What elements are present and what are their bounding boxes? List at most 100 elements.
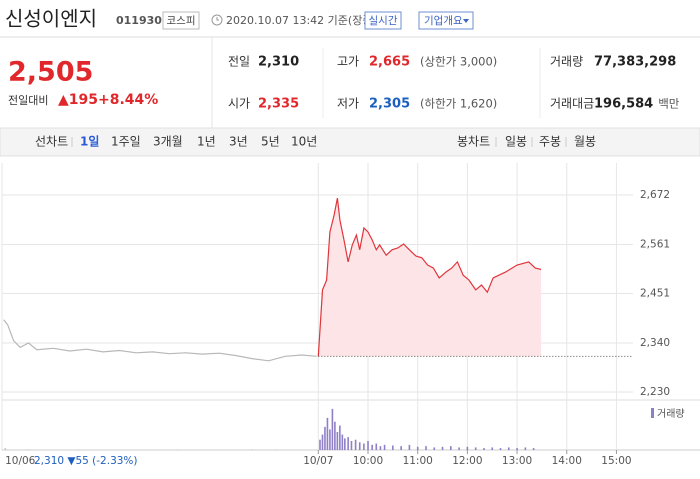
timestamp: 2020.10.07 13:42 기준(장중) [226,14,377,27]
stock-code: 011930 [116,14,162,27]
stat-note: (상한가 3,000) [420,55,497,69]
period-tab[interactable]: 1주일 [111,135,141,149]
volume-bar [339,425,341,450]
stat-note: (하한가 1,620) [420,97,497,111]
volume-bar [507,447,510,450]
period-tab[interactable]: 1일 [80,135,99,149]
period-tab[interactable]: 일봉 [505,135,527,149]
volume-bar [433,447,436,450]
tab-label: 선차트 [35,135,68,149]
volume-bar [347,437,349,450]
period-tab[interactable]: 10년 [291,135,317,149]
y-tick-label: 2,451 [640,288,670,300]
volume-bar [371,444,373,450]
period-tab[interactable]: 월봉 [574,135,596,149]
volume-bar [466,446,469,450]
realtime[interactable]: 실시간 [369,15,398,27]
period-tab[interactable]: 3개월 [153,135,183,149]
volume-bar [367,441,369,450]
volume-bar [425,446,427,450]
x-tick-label: 11:00 [403,455,433,467]
period-tab[interactable]: 주봉 [539,135,561,149]
volume-bar [499,448,502,450]
volume-bar [329,429,331,450]
stat-label: 시가 [228,97,250,111]
price-line [317,197,542,357]
y-tick-label: 2,561 [640,238,670,250]
volume-bar [350,441,353,450]
stat-value: 2,335 [258,97,299,112]
volume-bar [300,449,303,450]
change-label: 전일대비 [8,93,48,107]
volume-bar [524,447,527,450]
volume-bar [251,449,253,450]
price-line [3,319,317,362]
stat-value: 196,584 [594,97,653,112]
stat-value: 2,305 [369,97,410,112]
company[interactable]: 기업개요 [424,14,463,27]
change: ▲195 [58,92,98,108]
clock-icon [211,14,223,26]
volume-bar [532,448,535,450]
volume-bar [416,446,419,450]
stat-label: 저가 [337,97,359,111]
volume-bar [176,449,179,450]
market: 코스피 [167,15,196,27]
volume-bar [483,448,485,450]
volume-bar [324,426,326,450]
x-tick-label: 12:00 [452,455,482,467]
x-tick-label: 13:00 [502,455,532,467]
volume-bar [276,449,278,450]
volume-bar [354,439,357,450]
y-tick-label: 2,340 [640,337,670,349]
volume-bar [326,417,329,450]
price: 2,505 [8,57,93,88]
stat-label: 전일 [228,55,250,69]
y-tick-label: 2,672 [640,189,670,201]
volume-bar [400,446,402,450]
volume-bar [52,449,55,450]
volume-bar [375,443,378,450]
volume-bar [4,448,7,450]
company-button[interactable] [418,11,474,30]
volume-bar [458,447,460,450]
volume-bar [27,449,30,450]
volume-bar [450,446,452,450]
stat-value: 2,665 [369,55,410,70]
volume-bar [441,446,444,450]
period-tab[interactable]: 1년 [197,135,216,149]
stat-note: 백만 [658,97,680,111]
volume-bar [334,421,336,450]
volume-bar [331,408,334,450]
volume-bar [516,448,518,450]
chart: 2,230 2,340 2,451 2,561 2,672 10/06 10/07 10:00… [1,163,700,467]
legend-label: 거래량 [657,408,685,420]
volume-bar [77,449,79,450]
stat-label: 고가 [337,55,359,69]
stat-value: 2,310 [258,55,299,70]
tab-label: 봉차트 [457,135,490,149]
volume-bar [383,444,386,450]
volume-bar [491,447,494,450]
volume-bar [408,444,411,450]
volume-bar [341,434,344,450]
period-tab[interactable]: 3년 [229,135,248,149]
dropdown-arrow [463,19,469,23]
volume-bar [336,432,339,450]
x-tick-label: 10/07 [303,455,333,467]
x-tick-label: 10:00 [353,455,383,467]
stat-label: 거래량 [550,55,583,69]
y-tick-label: 2,230 [640,386,670,398]
volume-bar [358,442,361,450]
tabs: 선차트 1일 1주일 3개월 1년 3년 5년 10년 봉차트 일봉 주봉 월봉 [35,135,596,149]
volume-bar [226,449,229,450]
x-tick-label: 10/06 [5,455,36,467]
prev-day-info: 2,310 ▼55 (-2.33%) [34,455,138,467]
volume-bar [321,434,324,450]
realtime-button[interactable] [364,11,402,30]
legend-swatch [651,408,654,418]
period-tab[interactable]: 5년 [261,135,280,149]
volume-bar [379,446,382,450]
tab-bar [0,127,700,157]
